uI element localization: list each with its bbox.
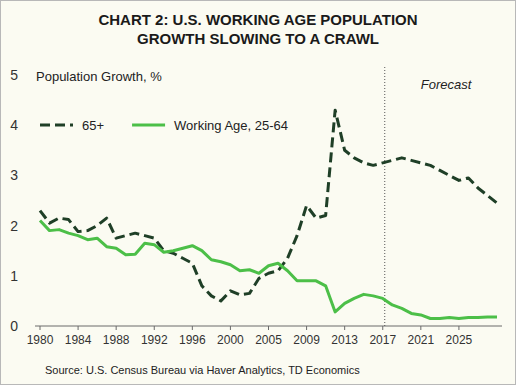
- x-tick-label: 2000: [217, 333, 244, 347]
- x-tick-label: 1996: [179, 333, 206, 347]
- x-tick: [116, 326, 117, 330]
- x-tick: [420, 326, 421, 330]
- x-tick-label: 1988: [103, 333, 130, 347]
- x-tick: [40, 326, 41, 330]
- x-tick: [458, 326, 459, 330]
- chart: CHART 2: U.S. WORKING AGE POPULATION GROW…: [0, 0, 516, 385]
- title: CHART 2: U.S. WORKING AGE POPULATION GROW…: [98, 11, 417, 47]
- source: Source: U.S. Census Bureau via Haver Ana…: [45, 364, 360, 376]
- background: [1, 1, 516, 385]
- y-tick-label: 1: [10, 268, 18, 284]
- forecast-line: [384, 67, 385, 326]
- x-tick: [306, 326, 307, 330]
- series-line: [40, 221, 497, 319]
- series-line: [40, 110, 497, 301]
- legend-swatch: [132, 124, 165, 127]
- forecast-label: Forecast: [421, 77, 473, 92]
- x-tick-label: 2017: [369, 333, 396, 347]
- title-line: CHART 2: U.S. WORKING AGE POPULATION: [98, 11, 417, 28]
- x-tick-label: 2009: [293, 333, 320, 347]
- x-tick-label: 2021: [407, 333, 434, 347]
- y-tick-label: 4: [10, 117, 18, 133]
- title-line: GROWTH SLOWING TO A CRAWL: [137, 30, 379, 47]
- x-tick: [382, 326, 383, 330]
- x-tick: [192, 326, 193, 330]
- x-tick-label: 2025: [446, 333, 473, 347]
- x-tick: [230, 326, 231, 330]
- x-tick-label: 2005: [255, 333, 282, 347]
- y-tick-label: 0: [10, 318, 18, 334]
- x-tick: [344, 326, 345, 330]
- legend-label: Working Age, 25-64: [174, 118, 288, 133]
- x-tick-label: 1980: [27, 333, 54, 347]
- x-tick: [78, 326, 79, 330]
- y-tick-label: 2: [10, 218, 18, 234]
- legend-label: 65+: [82, 118, 104, 133]
- y-tick-label: 5: [10, 67, 18, 83]
- x-tick: [154, 326, 155, 330]
- x-tick-label: 1992: [141, 333, 168, 347]
- x-tick-label: 2013: [331, 333, 358, 347]
- legend-swatch: [40, 124, 73, 127]
- plot-area: [40, 110, 497, 318]
- y-axis-label: Population Growth, %: [36, 69, 162, 84]
- y-tick-label: 3: [10, 167, 18, 183]
- x-tick: [268, 326, 269, 330]
- x-tick-label: 1984: [65, 333, 92, 347]
